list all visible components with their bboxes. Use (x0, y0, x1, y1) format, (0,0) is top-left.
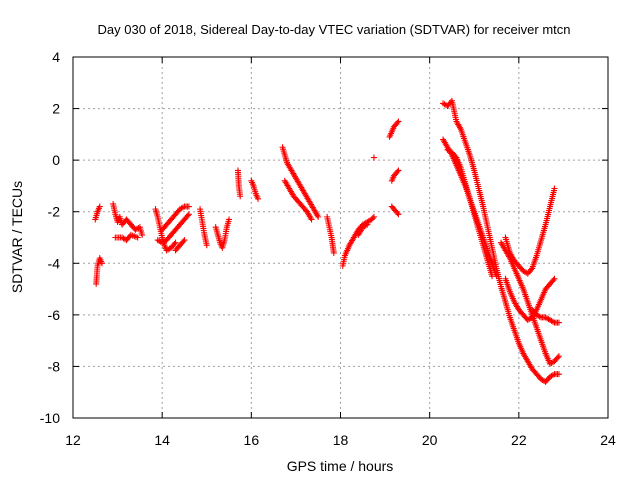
data-point (551, 185, 558, 192)
data-point (172, 239, 179, 246)
x-axis-label: GPS time / hours (287, 458, 394, 474)
x-tick-label: 12 (65, 432, 81, 448)
data-point (452, 153, 459, 160)
data-point (555, 353, 562, 360)
data-point (171, 240, 178, 247)
y-tick-label: 0 (52, 152, 60, 168)
y-tick-label: -6 (48, 307, 61, 323)
data-marks (92, 97, 562, 385)
y-axis-label: SDTVAR / TECUs (9, 181, 25, 293)
y-tick-label: -4 (48, 255, 61, 271)
x-tick-label: 22 (511, 432, 527, 448)
data-point (489, 273, 496, 280)
chart-title: Day 030 of 2018, Sidereal Day-to-day VTE… (98, 22, 571, 37)
data-point (364, 221, 371, 228)
y-tick-label: -8 (48, 358, 61, 374)
data-point (395, 118, 402, 125)
x-tick-label: 18 (333, 432, 349, 448)
data-point (551, 275, 558, 282)
data-point (370, 154, 377, 161)
x-tick-label: 20 (422, 432, 438, 448)
data-point (554, 354, 561, 361)
data-point (315, 213, 322, 220)
x-tick-label: 24 (600, 432, 616, 448)
data-point (237, 193, 244, 200)
data-point (395, 211, 402, 218)
data-point (255, 195, 262, 202)
data-point (394, 119, 401, 126)
data-point (180, 238, 187, 245)
data-point (185, 203, 192, 210)
data-point (555, 371, 562, 378)
plot-frame (72, 56, 609, 419)
data-point (369, 215, 376, 222)
x-tick-label: 16 (244, 432, 260, 448)
data-point (181, 237, 188, 244)
data-point (528, 266, 535, 273)
data-point (550, 277, 557, 284)
data-point (98, 260, 105, 267)
x-tick-label: 14 (154, 432, 170, 448)
data-point (226, 216, 233, 223)
y-tick-label: -2 (48, 204, 61, 220)
data-point (308, 216, 315, 223)
data-point (555, 319, 562, 326)
y-tick-label: -10 (40, 410, 60, 426)
data-point (203, 242, 210, 249)
y-tick-label: 2 (52, 101, 60, 117)
data-point (394, 210, 401, 217)
data-point (330, 249, 337, 256)
data-point (394, 168, 401, 175)
data-point (370, 213, 377, 220)
data-point (395, 167, 402, 174)
data-point (185, 211, 192, 218)
data-point (139, 231, 146, 238)
y-tick-label: 4 (52, 49, 60, 65)
data-point (184, 212, 191, 219)
data-point (96, 203, 103, 210)
data-point (134, 234, 141, 241)
